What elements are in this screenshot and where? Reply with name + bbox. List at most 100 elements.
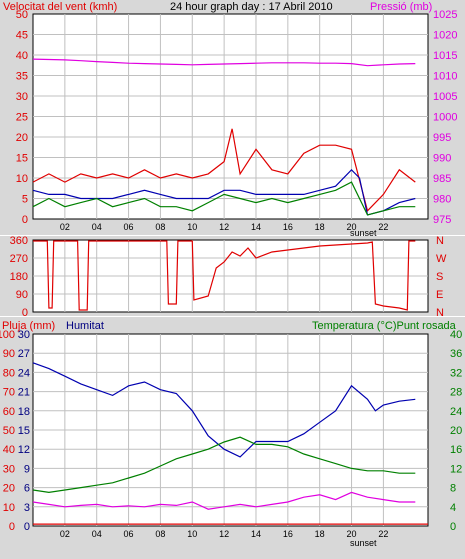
humidity-tick-label: 30 [3,463,15,475]
panel-1-series-line-red [32,128,416,212]
rain-tick-label: 9 [24,463,30,475]
pressure-tick-label: 1020 [433,30,457,42]
wind-direction-tick-label: 0 [22,307,28,319]
panel-3-x-tick-label: 20 [347,529,357,539]
panel-1-axes: 0510152025303540455097598098599099510001… [16,9,458,232]
panel-1-x-tick-label: 04 [92,222,102,232]
panel-1-x-tick-label: 20 [347,222,357,232]
wind-direction-line [33,240,416,311]
panel-2-grid [33,240,428,312]
wind-speed-axis-label: Velocitat del vent (kmh) [3,1,117,13]
humidity-tick-label: 10 [3,502,15,514]
panel-1-x-tick-label: 18 [315,222,325,232]
pressure-tick-label: 1005 [433,91,457,103]
rain-tick-label: 27 [18,348,30,360]
humidity-tick-label: 80 [3,367,15,379]
rain-tick-label: 0 [24,521,30,533]
panel-3-x-tick-label: 18 [315,529,325,539]
temperature-tick-label: 0 [450,521,456,533]
humidity-tick-label: 20 [3,483,15,495]
panel-1-series [32,58,416,216]
panel-1-x-tick-label: 08 [155,222,165,232]
temperature-tick-label: 28 [450,387,462,399]
humidity-axis-label: Humitat [66,320,104,332]
panel-1-sunset-label: sunset [350,228,377,238]
rain-tick-label: 18 [18,406,30,418]
panel-3-x-tick-label: 14 [251,529,261,539]
temperature-axis-label: Temperatura (°C)Punt rosada [312,320,457,332]
pressure-axis-label: Pressió (mb) [370,1,432,13]
rain-tick-label: 3 [24,502,30,514]
rain-tick-label: 6 [24,483,30,495]
wind-direction-tick-label: 90 [16,289,28,301]
compass-tick-label: W [436,253,447,265]
panel-3-series-line-blue [32,362,416,458]
humidity-tick-label: 50 [3,425,15,437]
panel-1-x-tick-label: 06 [124,222,134,232]
wind-speed-tick-label: 50 [16,9,28,21]
pressure-tick-label: 990 [433,153,451,165]
pressure-tick-label: 1025 [433,9,457,21]
panel-3-x-tick-label: 06 [124,529,134,539]
rain-axis-label: Pluja (mm) [2,320,55,332]
wind-speed-tick-label: 45 [16,30,28,42]
humidity-tick-label: 90 [3,348,15,360]
wind-speed-tick-label: 35 [16,71,28,83]
panel-1-series-line-magenta [32,58,416,67]
temperature-tick-label: 32 [450,367,462,379]
wind-speed-tick-label: 30 [16,91,28,103]
rain-tick-label: 30 [18,329,30,341]
panel-3-x-tick-label: 02 [60,529,70,539]
panel-1-x-tick-label: 02 [60,222,70,232]
pressure-tick-label: 980 [433,194,451,206]
panel-1-x-tick-label: 10 [187,222,197,232]
temperature-tick-label: 20 [450,425,462,437]
panel-3-x-tick-label: 12 [219,529,229,539]
temperature-tick-label: 36 [450,348,462,360]
chart-title: 24 hour graph day : 17 Abril 2010 [170,1,333,13]
panel-1: 0510152025303540455097598098599099510001… [0,0,465,238]
pressure-tick-label: 985 [433,173,451,185]
panel-3-x-tick-label: 10 [187,529,197,539]
panel-3: 0102030405060708090100036912151821242730… [0,317,465,559]
wind-speed-tick-label: 10 [16,173,28,185]
panel-3-series-line-magenta [32,491,416,510]
humidity-tick-label: 100 [0,329,15,341]
wind-speed-tick-label: 25 [16,112,28,124]
wind-direction-tick-label: 180 [10,271,28,283]
panel-3-sunset-label: sunset [350,538,377,548]
wind-speed-tick-label: 15 [16,153,28,165]
temperature-tick-label: 12 [450,463,462,475]
rain-tick-label: 12 [18,444,30,456]
wind-speed-tick-label: 20 [16,132,28,144]
rain-tick-label: 15 [18,425,30,437]
pressure-tick-label: 1015 [433,50,457,62]
panel-3-axes: 0102030405060708090100036912151821242730… [0,329,462,539]
temperature-tick-label: 8 [450,483,456,495]
panel-3-x-tick-label: 08 [155,529,165,539]
panel-3-x-tick-label: 22 [378,529,388,539]
wind-speed-tick-label: 0 [22,214,28,226]
compass-tick-label: E [436,289,443,301]
panel-1-x-tick-label: 22 [378,222,388,232]
temperature-tick-label: 40 [450,329,462,341]
panel-1-x-tick-label: 14 [251,222,261,232]
wind-speed-tick-label: 5 [22,194,28,206]
panel-3-series-line-green [32,436,416,494]
humidity-tick-label: 60 [3,406,15,418]
humidity-tick-label: 40 [3,444,15,456]
panel-1-series-line-green [32,181,416,216]
wind-speed-tick-label: 40 [16,50,28,62]
panel-3-grid [33,334,428,526]
panel-2-series [33,240,416,311]
panel-3-x-tick-label: 04 [92,529,102,539]
panel-3-x-tick-label: 16 [283,529,293,539]
compass-tick-label: S [436,271,443,283]
panel-1-x-tick-label: 16 [283,222,293,232]
temperature-tick-label: 4 [450,502,456,514]
pressure-tick-label: 975 [433,214,451,226]
pressure-tick-label: 1010 [433,71,457,83]
rain-tick-label: 24 [18,367,30,379]
